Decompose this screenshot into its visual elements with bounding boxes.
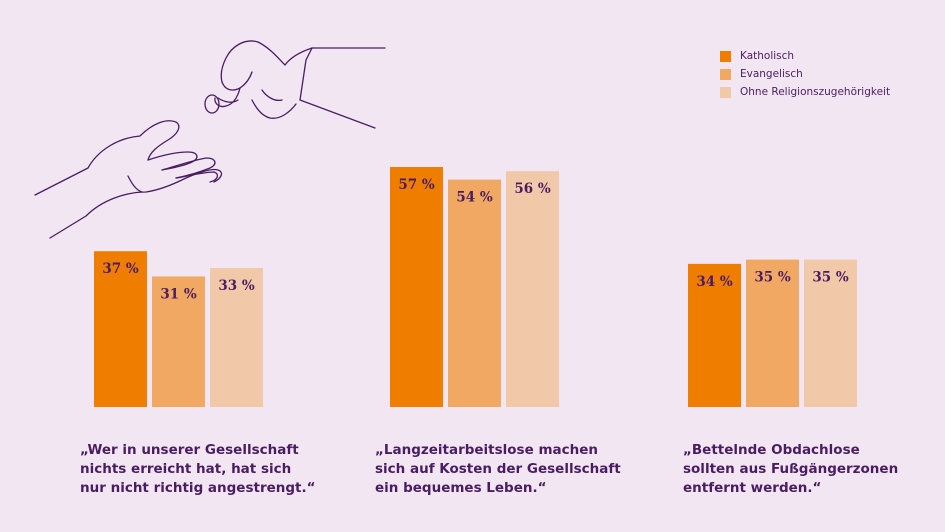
- caption-line: nichts erreicht hat, hat sich: [80, 461, 292, 477]
- data-label-3-series-3: 35 %: [812, 270, 848, 286]
- caption-line: „Langzeitarbeitslose machen: [375, 442, 599, 458]
- bar-2-series-2: [448, 179, 501, 407]
- bar-1-series-3: [210, 268, 263, 407]
- legend: Katholisch Evangelisch Ohne Religionszug…: [720, 47, 890, 101]
- data-label-1-series-1: 37 %: [102, 261, 138, 277]
- legend-label-katholisch: Katholisch: [740, 50, 795, 62]
- legend-item-ohne-religion: Ohne Religionszugehörigkeit: [720, 83, 890, 101]
- data-label-2-series-2: 54 %: [456, 190, 492, 206]
- bar-1-series-1: [94, 251, 147, 407]
- hands-giving-coin-icon: [34, 40, 386, 239]
- caption-line: ein bequemes Leben.“: [375, 480, 547, 496]
- bar-1-series-2: [152, 276, 205, 407]
- caption-line: sollten aus Fußgängerzonen: [683, 461, 899, 477]
- legend-swatch-ohne-religion: [720, 86, 731, 98]
- caption-line: „Wer in unserer Gesellschaft: [80, 442, 299, 458]
- bar-3-series-1: [688, 263, 741, 407]
- legend-item-katholisch: Katholisch: [720, 47, 890, 65]
- legend-swatch-evangelisch: [720, 68, 731, 80]
- caption-line: entfernt werden.“: [683, 480, 822, 496]
- category-caption-3: „Bettelnde Obdachlose sollten aus Fußgän…: [683, 441, 923, 498]
- legend-item-evangelisch: Evangelisch: [720, 65, 890, 83]
- data-label-3-series-2: 35 %: [754, 270, 790, 286]
- caption-line: sich auf Kosten der Gesellschaft: [375, 461, 621, 477]
- data-label-3-series-1: 34 %: [696, 274, 732, 290]
- caption-line: nur nicht richtig angestrengt.“: [80, 480, 316, 496]
- data-label-1-series-2: 31 %: [160, 286, 196, 302]
- legend-swatch-katholisch: [720, 50, 731, 62]
- caption-line: „Bettelnde Obdachlose: [683, 442, 860, 458]
- bar-2-series-3: [506, 171, 559, 407]
- data-label-2-series-3: 56 %: [514, 181, 550, 197]
- category-caption-1: „Wer in unserer Gesellschaft nichts erre…: [80, 441, 320, 498]
- legend-label-ohne-religion: Ohne Religionszugehörigkeit: [740, 86, 891, 98]
- bar-3-series-3: [804, 259, 857, 407]
- bar-2-series-1: [390, 167, 443, 407]
- data-label-2-series-1: 57 %: [398, 177, 434, 193]
- bar-3-series-2: [746, 259, 799, 407]
- legend-label-evangelisch: Evangelisch: [740, 68, 803, 80]
- data-label-1-series-3: 33 %: [218, 278, 254, 294]
- category-caption-2: „Langzeitarbeitslose machen sich auf Kos…: [375, 441, 621, 498]
